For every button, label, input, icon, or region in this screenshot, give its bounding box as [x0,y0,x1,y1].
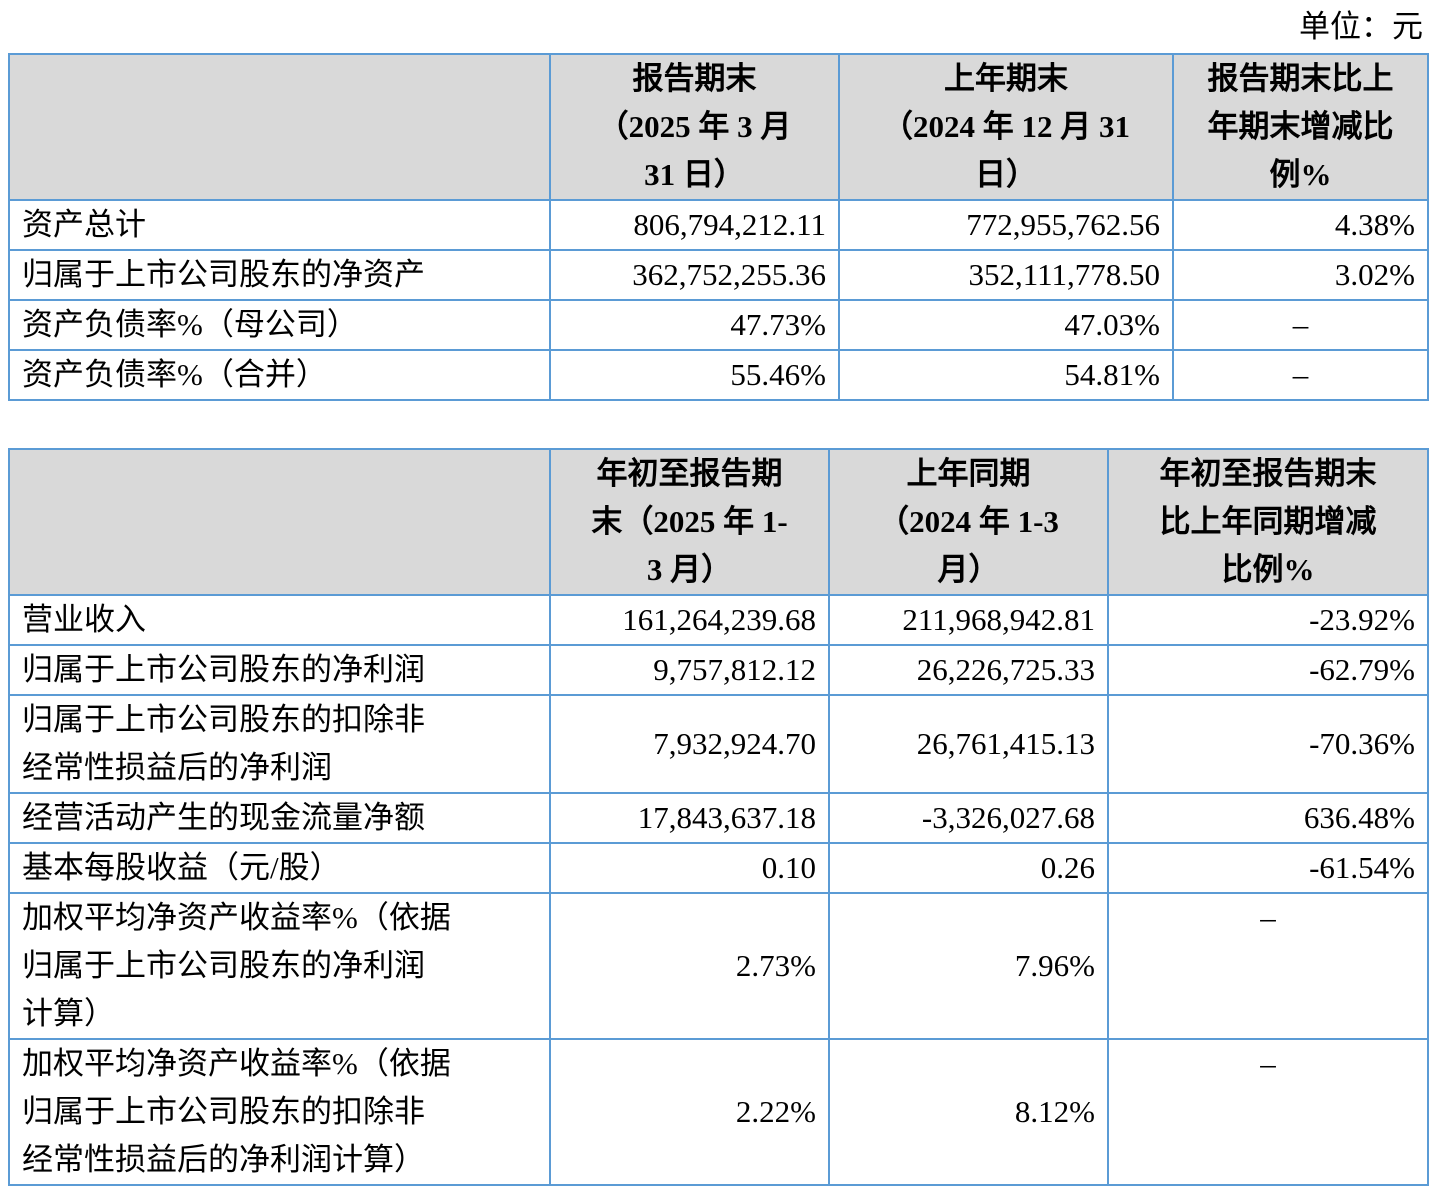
row-label: 基本每股收益（元/股） [8,842,551,894]
value-current: 47.73% [549,299,840,351]
table-row: 基本每股收益（元/股） 0.10 0.26 -61.54% [8,842,1429,894]
row-label: 归属于上市公司股东的扣除非 经常性损益后的净利润 [8,694,551,794]
value-current: 362,752,255.36 [549,249,840,301]
value-current: 55.46% [549,349,840,401]
value-current: 2.73% [549,892,830,1040]
value-change: -70.36% [1107,694,1429,794]
table-row: 经营活动产生的现金流量净额 17,843,637.18 -3,326,027.6… [8,792,1429,844]
table-row: 归属于上市公司股东的扣除非 经常性损益后的净利润 7,932,924.70 26… [8,694,1429,794]
value-change: 4.38% [1172,199,1429,251]
value-change: -23.92% [1107,594,1429,646]
row-label: 经营活动产生的现金流量净额 [8,792,551,844]
value-change: – [1107,1038,1429,1186]
balance-summary-table: 报告期末 （2025 年 3 月 31 日） 上年期末 （2024 年 12 月… [8,53,1429,401]
table-row: 资产总计 806,794,212.11 772,955,762.56 4.38% [8,199,1429,251]
table-spacer [8,401,1427,448]
value-current: 17,843,637.18 [549,792,830,844]
table-row: 加权平均净资产收益率%（依据 归属于上市公司股东的扣除非 经常性损益后的净利润计… [8,1038,1429,1186]
income-header-previous-period: 上年同期 （2024 年 1-3 月） [828,448,1109,596]
balance-header-change: 报告期末比上 年期末增减比 例% [1172,53,1429,201]
balance-header-blank [8,53,551,201]
value-current: 806,794,212.11 [549,199,840,251]
row-label: 加权平均净资产收益率%（依据 归属于上市公司股东的扣除非 经常性损益后的净利润计… [8,1038,551,1186]
row-label: 资产负债率%（母公司） [8,299,551,351]
value-previous: 26,761,415.13 [828,694,1109,794]
table-row: 加权平均净资产收益率%（依据 归属于上市公司股东的净利润 计算） 2.73% 7… [8,892,1429,1040]
value-previous: -3,326,027.68 [828,792,1109,844]
value-change: -62.79% [1107,644,1429,696]
balance-header-previous-period: 上年期末 （2024 年 12 月 31 日） [838,53,1174,201]
table-row: 归属于上市公司股东的净资产 362,752,255.36 352,111,778… [8,249,1429,301]
value-change: 3.02% [1172,249,1429,301]
value-change: – [1107,892,1429,1040]
value-change: 636.48% [1107,792,1429,844]
balance-header-current-period: 报告期末 （2025 年 3 月 31 日） [549,53,840,201]
table-row: 营业收入 161,264,239.68 211,968,942.81 -23.9… [8,594,1429,646]
table-row: 归属于上市公司股东的净利润 9,757,812.12 26,226,725.33… [8,644,1429,696]
table-row: 资产负债率%（母公司） 47.73% 47.03% – [8,299,1429,351]
income-summary-table: 年初至报告期 末（2025 年 1- 3 月） 上年同期 （2024 年 1-3… [8,448,1429,1186]
row-label: 归属于上市公司股东的净利润 [8,644,551,696]
income-header-change: 年初至报告期末 比上年同期增减 比例% [1107,448,1429,596]
value-previous: 352,111,778.50 [838,249,1174,301]
balance-header-row: 报告期末 （2025 年 3 月 31 日） 上年期末 （2024 年 12 月… [8,53,1429,201]
value-previous: 7.96% [828,892,1109,1040]
value-previous: 54.81% [838,349,1174,401]
table-row: 资产负债率%（合并） 55.46% 54.81% – [8,349,1429,401]
value-previous: 8.12% [828,1038,1109,1186]
report-page: 单位：元 报告期末 （2025 年 3 月 31 日） 上年期末 （2024 年… [8,9,1429,1186]
value-current: 161,264,239.68 [549,594,830,646]
row-label: 资产总计 [8,199,551,251]
value-previous: 47.03% [838,299,1174,351]
unit-label: 单位：元 [1299,9,1423,44]
income-header-current-period: 年初至报告期 末（2025 年 1- 3 月） [549,448,830,596]
income-header-blank [8,448,551,596]
value-change: – [1172,349,1429,401]
value-change: -61.54% [1107,842,1429,894]
income-header-row: 年初至报告期 末（2025 年 1- 3 月） 上年同期 （2024 年 1-3… [8,448,1429,596]
value-previous: 772,955,762.56 [838,199,1174,251]
row-label: 加权平均净资产收益率%（依据 归属于上市公司股东的净利润 计算） [8,892,551,1040]
value-current: 2.22% [549,1038,830,1186]
value-current: 7,932,924.70 [549,694,830,794]
value-previous: 26,226,725.33 [828,644,1109,696]
value-previous: 211,968,942.81 [828,594,1109,646]
row-label: 资产负债率%（合并） [8,349,551,401]
value-change: – [1172,299,1429,351]
value-previous: 0.26 [828,842,1109,894]
row-label: 营业收入 [8,594,551,646]
row-label: 归属于上市公司股东的净资产 [8,249,551,301]
value-current: 9,757,812.12 [549,644,830,696]
value-current: 0.10 [549,842,830,894]
